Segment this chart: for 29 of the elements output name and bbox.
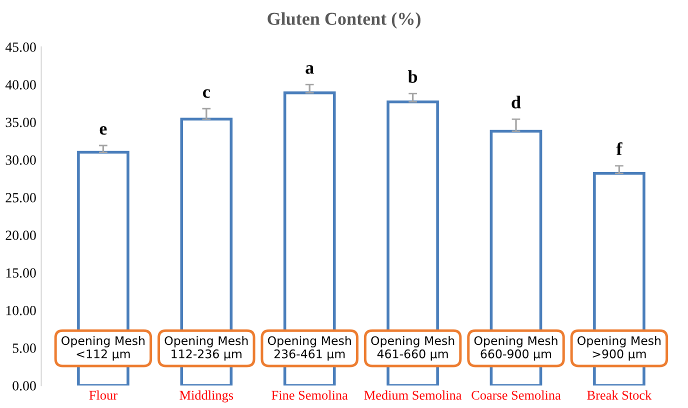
x-tick-label: Break Stock (587, 390, 652, 400)
annotation: Opening Mesh 236-461 µm (268, 336, 351, 361)
y-tick-label: 0.00 (12, 381, 36, 391)
annotation: Opening Mesh >900 µm (578, 336, 661, 361)
y-tick-label: 45.00 (5, 42, 36, 52)
x-tick-label: Middlings (180, 390, 234, 402)
y-tick-label: 5.00 (12, 344, 36, 353)
y-tick-label: 20.00 (6, 230, 36, 240)
annotation: d (512, 96, 521, 108)
y-tick-label: 15.00 (6, 268, 36, 278)
annotation: c (203, 89, 210, 98)
y-tick-label: 30.00 (6, 155, 36, 165)
x-tick-label: Fine Semolina (272, 390, 348, 400)
annotation: Opening Mesh 461-660 µm (371, 336, 454, 361)
annotation: f (616, 142, 622, 155)
annotation: Opening Mesh <112 µm (62, 336, 145, 361)
chart-title: Gluten Content (%) (268, 12, 420, 29)
y-tick-label: 10.00 (6, 306, 36, 316)
y-tick-label: 35.00 (6, 118, 36, 128)
annotation: Opening Mesh 660-900 µm (474, 336, 558, 361)
annotation: Opening Mesh 112-236 µm (164, 336, 248, 361)
annotation: a (306, 65, 314, 74)
y-tick-label: 40.00 (5, 80, 36, 90)
annotation: e (100, 126, 107, 135)
y-tick-label: 25.00 (6, 193, 36, 202)
x-tick-label: Flour (89, 390, 118, 400)
x-tick-label: Medium Semolina (364, 390, 462, 400)
x-tick-label: Coarse Semolina (472, 390, 561, 400)
annotation: b (408, 70, 418, 83)
